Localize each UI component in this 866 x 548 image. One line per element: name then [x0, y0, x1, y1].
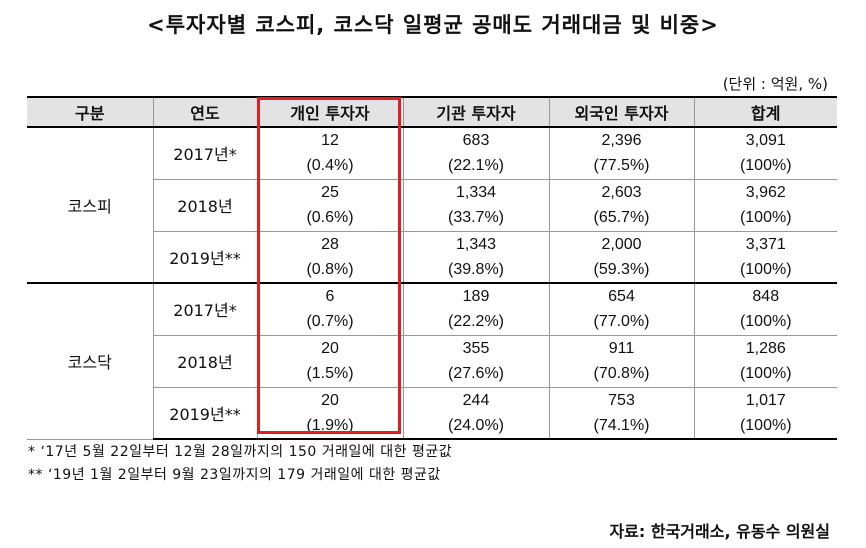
group-label-kospi: 코스피	[27, 126, 154, 284]
share: (0.6%)	[306, 209, 354, 226]
header-year: 연도	[152, 96, 258, 128]
total-cell: 3,371 (100%)	[693, 230, 837, 284]
year-cell: 2017년*	[152, 126, 258, 180]
share: (0.8%)	[306, 260, 354, 278]
year-cell: 2019년**	[153, 230, 258, 284]
share: (22.1%)	[447, 157, 505, 175]
table-row: 2018년 25 (0.6%) 1,334 (33.7%) 2,603 (65.7%)…	[27, 178, 837, 232]
foreign-cell: 654 (77.0%)	[548, 282, 695, 336]
institution-cell: 189 (22.2%)	[402, 282, 550, 336]
header-category: 구분	[27, 96, 154, 128]
header-individual: 개인 투자자	[256, 96, 404, 128]
value: 12	[321, 132, 339, 150]
year-cell: 2018년	[153, 178, 258, 232]
individual-cell: 6 (0.7%)	[256, 282, 404, 336]
individual-cell: 28 (0.8%)	[256, 230, 404, 284]
total-cell: 1,017 (100%)	[693, 386, 837, 440]
footnote-2019: ** ‘19년 1월 2일부터 9월 23일까지의 179 거래일에 대한 평균…	[28, 467, 441, 483]
share: (1.9%)	[306, 416, 354, 434]
institution-cell: 244 (24.0%)	[402, 386, 550, 440]
value: 6	[325, 288, 335, 306]
share: (100%)	[739, 157, 792, 175]
share: (100%)	[739, 416, 792, 434]
value: 25	[321, 184, 339, 201]
table-row: 2019년** 20 (1.9%) 244 (24.0%) 753 (74.1%) 1…	[27, 386, 837, 440]
share: (27.6%)	[447, 365, 505, 382]
foreign-cell: 2,603 (65.7%)	[548, 178, 695, 232]
value: 1,286	[745, 340, 786, 357]
header-foreign: 외국인 투자자	[548, 96, 695, 128]
share: (1.5%)	[306, 365, 354, 382]
year-cell: 2019년**	[153, 386, 258, 440]
share: (70.8%)	[593, 365, 650, 382]
table-row: 코스피 2017년* 12 (0.4%) 683 (22.1%) 2,396 (77.…	[27, 126, 837, 284]
footnote-2017: * ‘17년 5월 22일부터 12월 28일까지의 150 거래일에 대한 평…	[28, 444, 453, 460]
individual-cell: 25 (0.6%)	[256, 178, 404, 232]
value: 3,962	[745, 184, 786, 201]
share: (33.7%)	[447, 209, 505, 226]
share: (39.8%)	[447, 260, 505, 278]
header-total: 합계	[693, 96, 837, 128]
share: (100%)	[739, 260, 792, 278]
institution-cell: 683 (22.1%)	[402, 126, 550, 180]
value: 654	[608, 288, 635, 306]
value: 3,371	[745, 235, 786, 253]
value: 1,343	[455, 235, 497, 253]
share: (100%)	[739, 209, 792, 226]
share: (59.3%)	[593, 260, 650, 278]
value: 848	[752, 288, 780, 306]
share: (22.2%)	[447, 313, 505, 331]
value: 1,017	[745, 391, 786, 409]
share: (77.0%)	[593, 313, 650, 331]
share: (65.7%)	[593, 209, 650, 226]
year-cell: 2018년	[153, 334, 258, 388]
page-title: <투자자별 코스피, 코스닥 일평균 공매도 거래대금 및 비중>	[147, 13, 719, 37]
value: 2,000	[601, 235, 642, 253]
value: 2,396	[601, 132, 642, 150]
value: 753	[608, 391, 635, 409]
total-cell: 1,286 (100%)	[693, 334, 837, 388]
individual-cell: 20 (1.5%)	[256, 334, 404, 388]
foreign-cell: 2,396 (77.5%)	[548, 126, 695, 180]
value: 2,603	[601, 184, 642, 201]
value: 189	[462, 288, 490, 306]
institution-cell: 1,334 (33.7%)	[402, 178, 550, 232]
foreign-cell: 753 (74.1%)	[548, 386, 695, 440]
total-cell: 848 (100%)	[693, 282, 837, 336]
table-row: 2019년** 28 (0.8%) 1,343 (39.8%) 2,000 (59.3…	[27, 230, 837, 284]
value: 244	[462, 391, 490, 409]
table-row: 코스닥 2017년* 6 (0.7%) 189 (22.2%) 654 (77.0%)…	[27, 282, 837, 440]
header-institution: 기관 투자자	[402, 96, 550, 128]
individual-cell: 20 (1.9%)	[256, 386, 404, 440]
table-row: 2018년 20 (1.5%) 355 (27.6%) 911 (70.8%) 1,2…	[27, 334, 837, 388]
share: (74.1%)	[593, 416, 650, 434]
institution-cell: 355 (27.6%)	[402, 334, 550, 388]
value: 3,091	[745, 132, 786, 150]
institution-cell: 1,343 (39.8%)	[402, 230, 550, 284]
share: (100%)	[739, 313, 792, 331]
value: 20	[321, 340, 339, 357]
foreign-cell: 911 (70.8%)	[548, 334, 695, 388]
value: 355	[462, 340, 490, 357]
value: 28	[321, 235, 339, 253]
value: 20	[321, 391, 339, 409]
header-row: 구분 연도 개인 투자자 기관 투자자 외국인 투자자 합계	[27, 96, 837, 128]
share: (0.7%)	[306, 313, 354, 331]
foreign-cell: 2,000 (59.3%)	[548, 230, 695, 284]
value: 1,334	[455, 184, 497, 201]
total-cell: 3,962 (100%)	[693, 178, 837, 232]
group-label-kosdaq: 코스닥	[27, 282, 154, 440]
share: (0.4%)	[306, 157, 354, 175]
value: 683	[462, 132, 490, 150]
data-table: 구분 연도 개인 투자자 기관 투자자 외국인 투자자 합계 코스피 2017년…	[27, 96, 837, 440]
total-cell: 3,091 (100%)	[693, 126, 837, 180]
year-cell: 2017년*	[152, 282, 258, 336]
individual-cell: 12 (0.4%)	[256, 126, 404, 180]
source-note: 자료: 한국거래소, 유동수 의원실	[609, 522, 830, 541]
share: (77.5%)	[593, 157, 650, 175]
share: (100%)	[739, 365, 792, 382]
share: (24.0%)	[447, 416, 505, 434]
unit-label: (단위 : 억원, %)	[722, 75, 828, 93]
value: 911	[608, 340, 635, 357]
